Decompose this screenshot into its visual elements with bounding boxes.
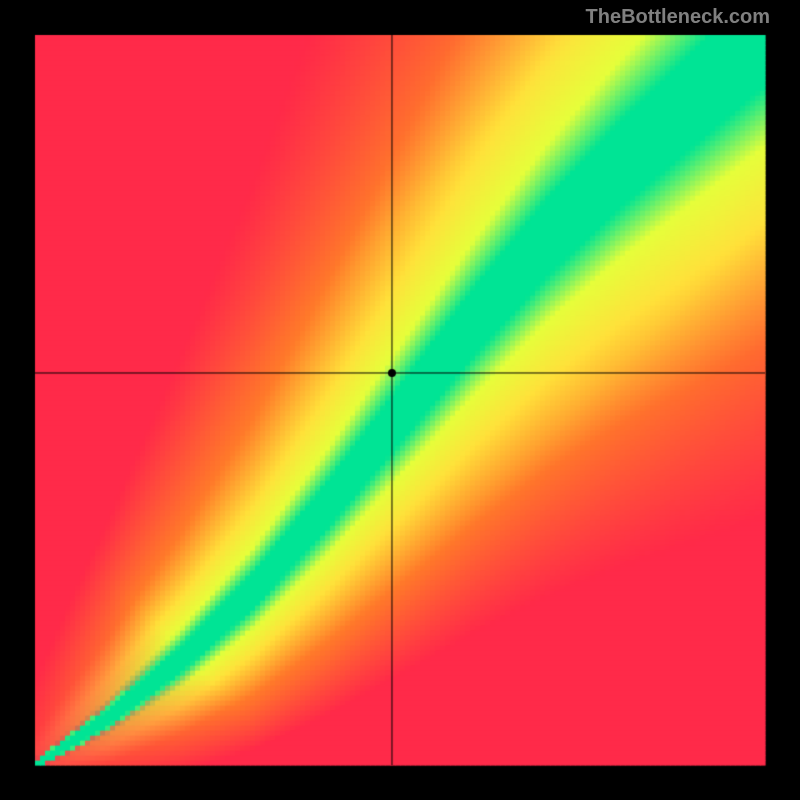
- bottleneck-heatmap-canvas: [0, 0, 800, 800]
- watermark-text: TheBottleneck.com: [586, 6, 770, 29]
- chart-container: TheBottleneck.com: [0, 0, 800, 800]
